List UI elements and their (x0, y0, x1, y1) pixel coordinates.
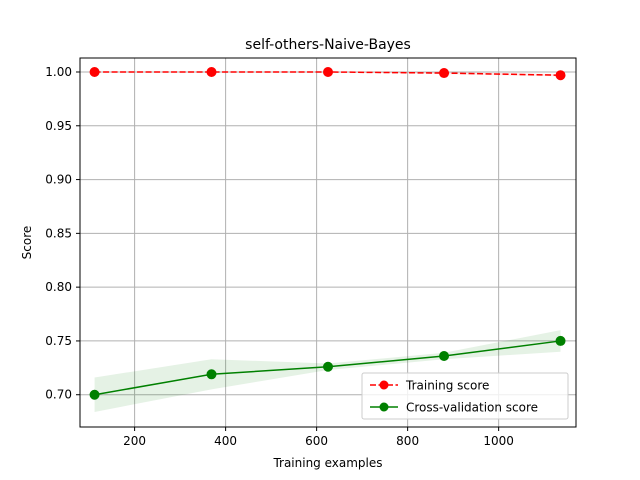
y-tick-label: 0.80 (45, 280, 72, 294)
plot-area-frame (79, 57, 577, 428)
y-tick-label: 0.95 (45, 119, 72, 133)
confidence-bands (94, 71, 561, 412)
x-axis-label: Training examples (272, 456, 382, 470)
y-tick-label: 0.75 (45, 334, 72, 348)
y-tick-label: 1.00 (45, 65, 72, 79)
x-tick-label: 200 (123, 434, 146, 448)
legend-cross-validation-score-marker (379, 402, 389, 412)
legend-box (361, 372, 569, 420)
y-tick-label: 0.85 (45, 226, 72, 240)
series-markers (89, 66, 566, 400)
legend-training-score-label: Training score (405, 379, 489, 393)
y-tick-label: 0.70 (45, 388, 72, 402)
training-score-point (323, 66, 333, 77)
x-tick-label: 800 (396, 434, 419, 448)
cross-validation-score-point (206, 369, 217, 380)
cross-validation-score-point (89, 389, 100, 400)
cross-validation-score-point (323, 361, 333, 372)
x-axis-ticks: 200 400 600 800 1000 (123, 427, 514, 448)
training-score-point (439, 68, 450, 79)
cross-validation-score-point (439, 350, 450, 361)
x-tick-label: 1000 (483, 434, 514, 448)
legend-items: Training score Cross-validation score (370, 379, 538, 415)
y-axis-ticks: 0.70 0.75 0.80 0.85 0.90 0.95 1.00 (45, 65, 80, 402)
cross-validation-score-band (94, 330, 561, 412)
legend: Training score Cross-validation score (361, 372, 569, 420)
y-axis-label: Score (20, 226, 34, 260)
training-score-point (206, 66, 217, 77)
x-tick-label: 600 (305, 434, 328, 448)
x-tick-label: 400 (214, 434, 237, 448)
cross-validation-score-point (555, 335, 566, 346)
y-tick-label: 0.90 (45, 173, 72, 187)
chart-title: self-others-Naive-Bayes (245, 37, 411, 53)
legend-training-score-marker (379, 380, 389, 390)
training-score-point (89, 66, 100, 77)
legend-cross-validation-score-label: Cross-validation score (406, 401, 538, 415)
training-score-point (555, 70, 566, 81)
